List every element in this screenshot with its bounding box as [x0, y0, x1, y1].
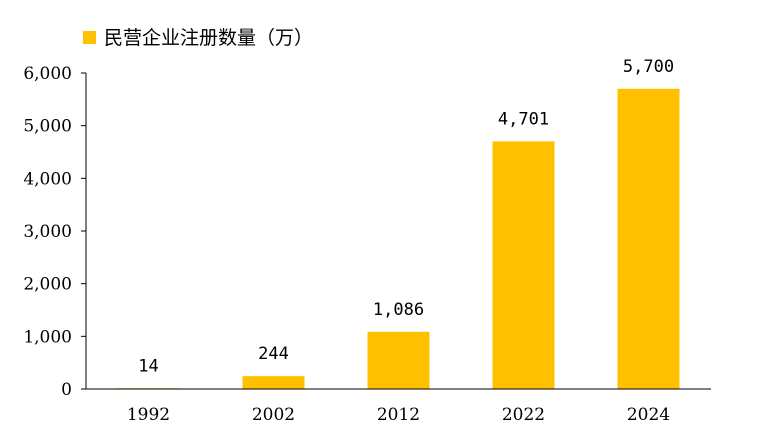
- x-axis: 1992 2002 2012 2022 2024: [86, 388, 711, 425]
- bar-2022: [492, 141, 555, 389]
- y-tick-label: 0: [61, 380, 72, 400]
- legend: 民营企业注册数量（万）: [83, 27, 313, 49]
- y-tick-label: 6,000: [23, 64, 72, 84]
- x-tick-label: 2022: [502, 405, 545, 425]
- y-axis: 0 1,000 2,000 3,000 4,000 5,000 6,000: [23, 64, 87, 400]
- x-tick-label: 2012: [377, 405, 420, 425]
- x-tick-label: 1992: [127, 405, 170, 425]
- data-labels: 14 244 1,086 4,701 5,700: [138, 57, 674, 376]
- bar-2024: [617, 88, 680, 390]
- legend-swatch: [83, 31, 96, 44]
- data-label-2012: 1,086: [373, 300, 424, 320]
- data-label-2002: 244: [258, 344, 289, 364]
- y-tick-label: 3,000: [23, 222, 72, 242]
- bar-2012: [367, 331, 430, 389]
- data-label-1992: 14: [138, 356, 158, 376]
- data-label-2022: 4,701: [498, 109, 549, 129]
- y-tick-label: 1,000: [23, 327, 72, 347]
- y-tick-label: 5,000: [23, 117, 72, 137]
- x-tick-label: 2002: [252, 405, 295, 425]
- x-tick-label: 2024: [627, 405, 670, 425]
- y-tick-label: 4,000: [23, 169, 72, 189]
- y-tick-label: 2,000: [23, 275, 72, 295]
- legend-label: 民营企业注册数量（万）: [104, 27, 313, 49]
- bars: [117, 88, 680, 390]
- data-label-2024: 5,700: [623, 57, 674, 77]
- bar-2002: [242, 376, 305, 389]
